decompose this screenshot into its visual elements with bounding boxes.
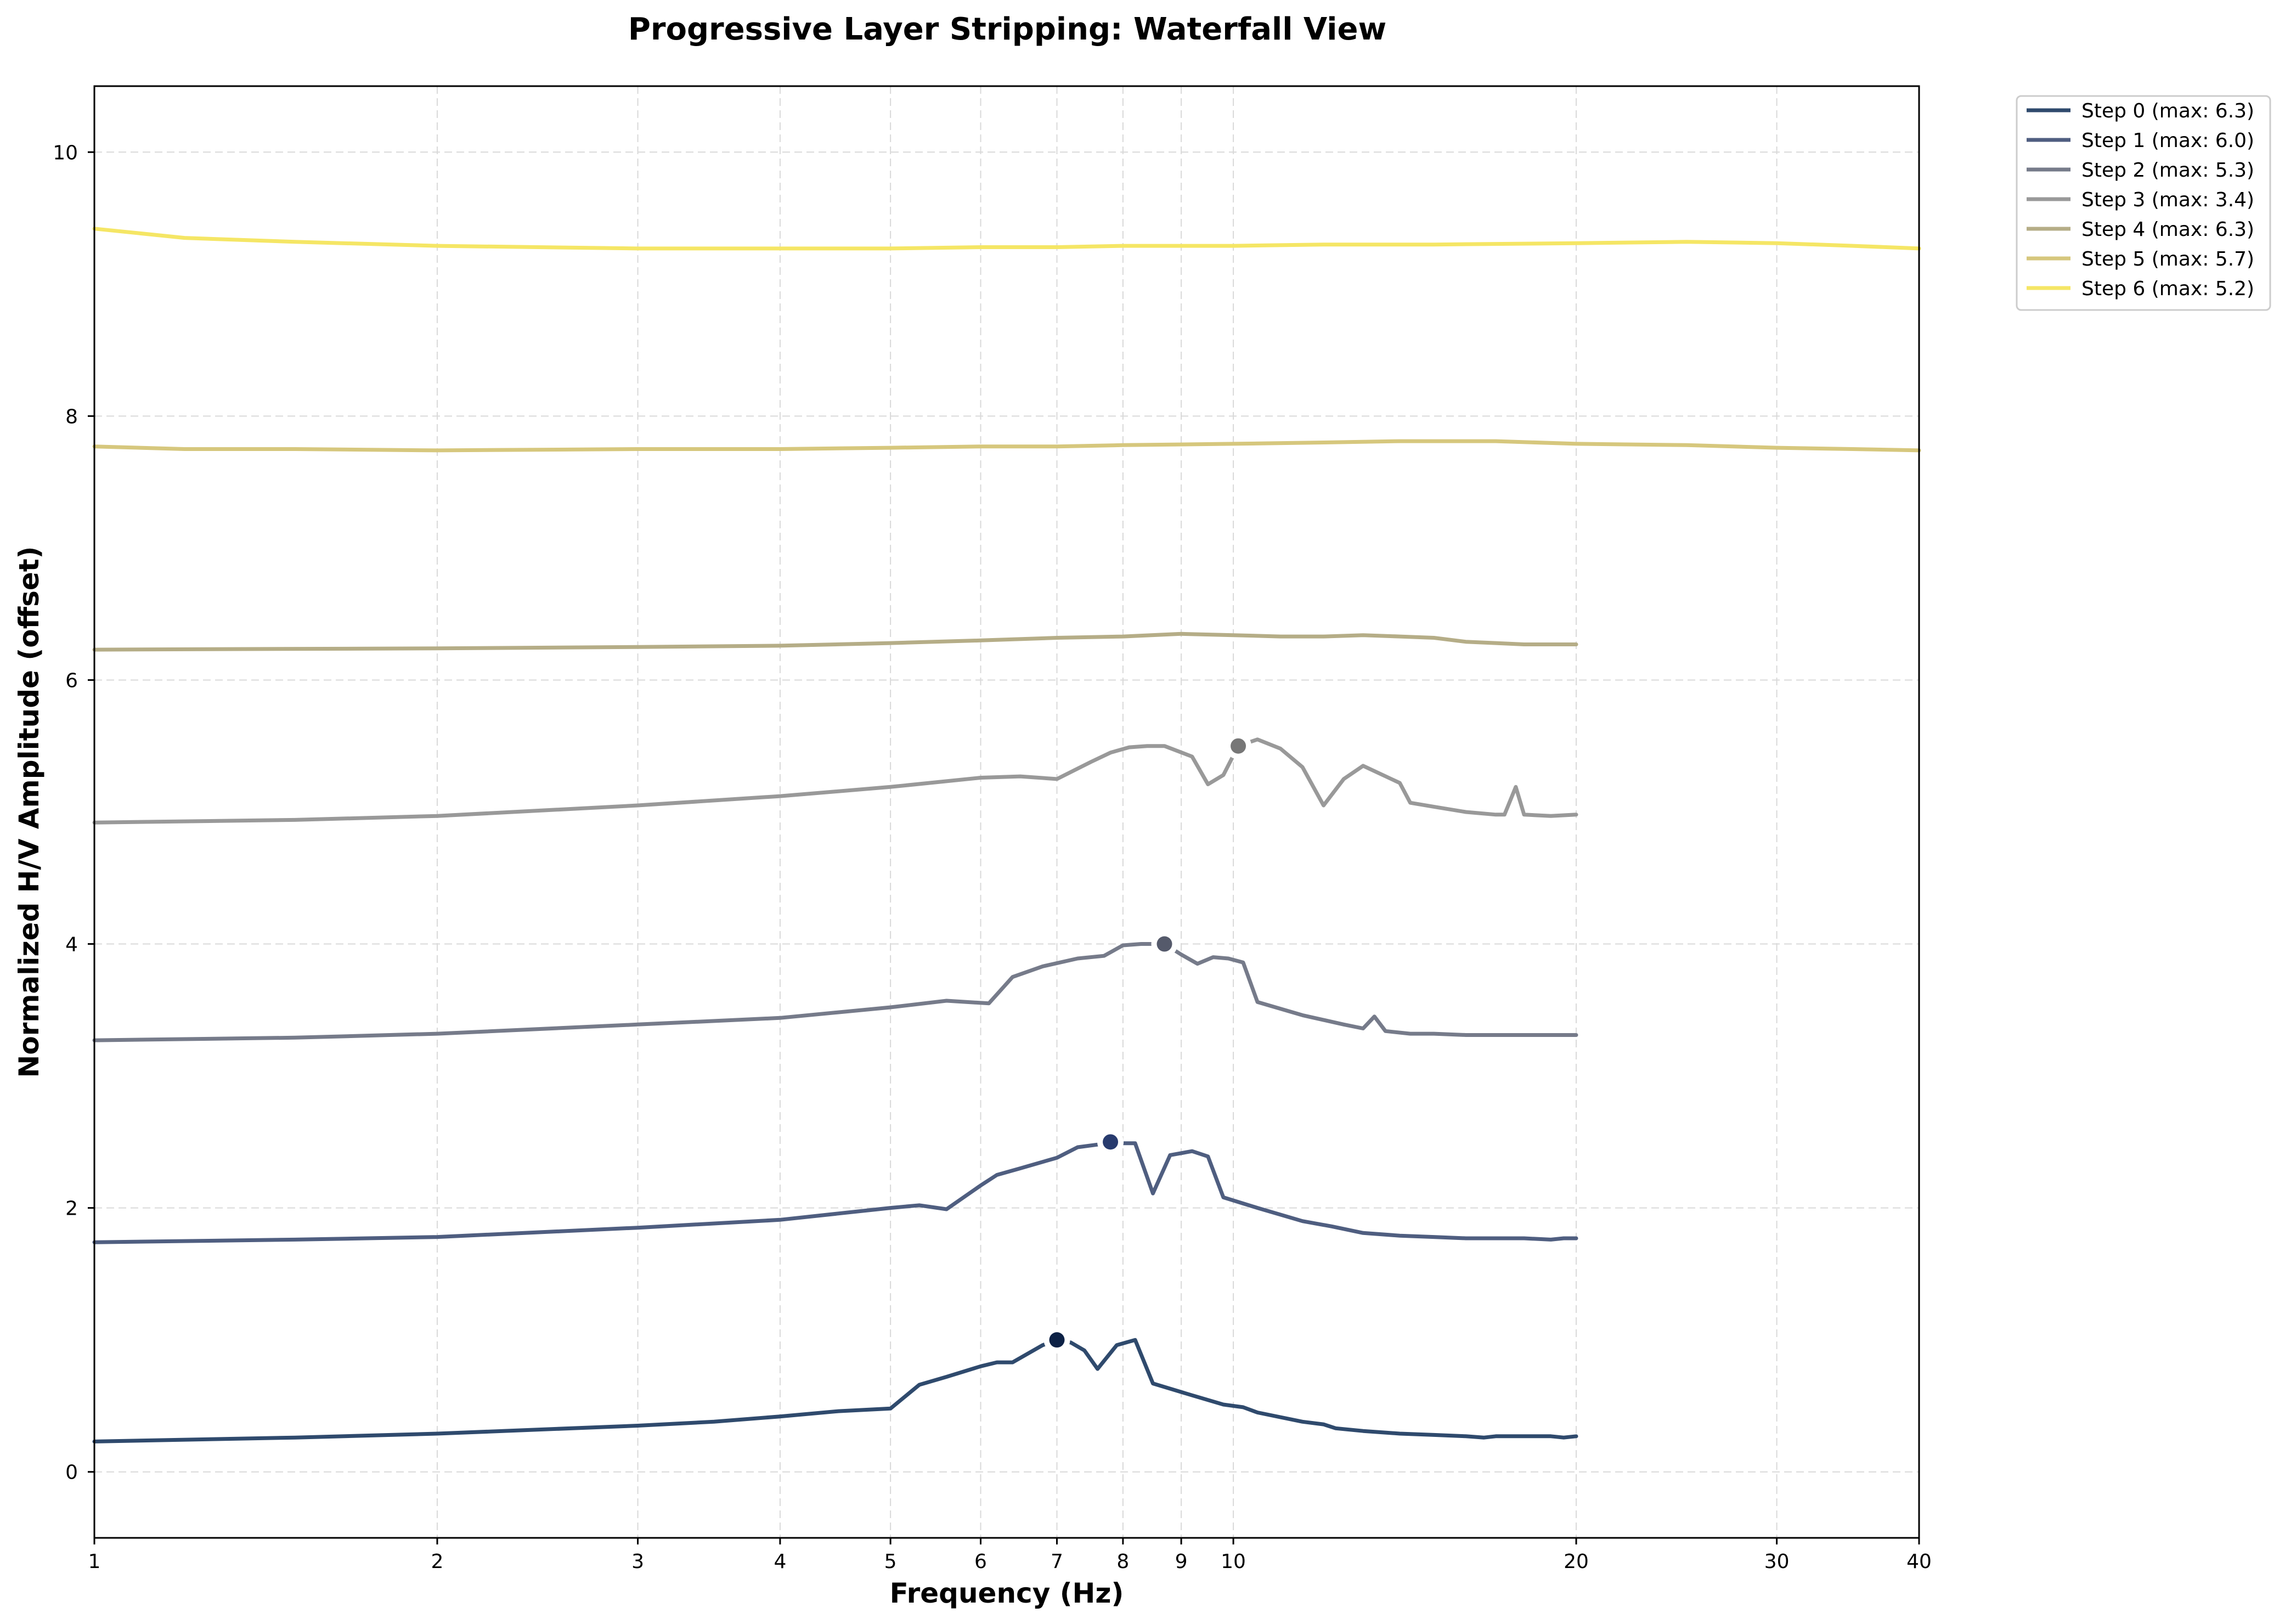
series-line-step-4 bbox=[92, 631, 1578, 652]
x-tick-label: 5 bbox=[884, 1550, 897, 1573]
series-line-step-5 bbox=[92, 439, 1921, 453]
peak-marker-step-3 bbox=[1231, 738, 1246, 754]
legend-label-step-4: Step 4 (max: 6.3) bbox=[2081, 218, 2254, 241]
peak-marker-step-2 bbox=[1156, 936, 1172, 952]
series-lines bbox=[92, 227, 1921, 1443]
legend-label-step-2: Step 2 (max: 5.3) bbox=[2081, 159, 2254, 182]
legend-label-step-0: Step 0 (max: 6.3) bbox=[2081, 100, 2254, 122]
x-tick-label: 10 bbox=[1221, 1550, 1246, 1573]
plot-frame bbox=[93, 85, 1920, 1539]
y-tick-label: 6 bbox=[65, 669, 78, 692]
series-line-step-6 bbox=[92, 227, 1921, 251]
chart-title: Progressive Layer Stripping: Waterfall V… bbox=[628, 12, 1386, 47]
y-tick-label: 2 bbox=[65, 1198, 78, 1220]
x-tick-label: 8 bbox=[1116, 1550, 1129, 1573]
y-axis-ticks: 0 2 4 6 8 10 bbox=[53, 142, 94, 1484]
peak-marker-step-0 bbox=[1049, 1332, 1065, 1348]
x-tick-label: 7 bbox=[1051, 1550, 1063, 1573]
peak-marker-step-1 bbox=[1103, 1134, 1119, 1150]
series-line-step-2 bbox=[92, 942, 1578, 1042]
x-tick-label: 40 bbox=[1906, 1550, 1932, 1573]
x-tick-label: 6 bbox=[974, 1550, 987, 1573]
x-tick-label: 20 bbox=[1564, 1550, 1589, 1573]
legend-label-step-5: Step 5 (max: 5.7) bbox=[2081, 248, 2254, 270]
x-tick-label: 2 bbox=[431, 1550, 444, 1573]
peak-markers bbox=[1043, 732, 1252, 1354]
y-tick-label: 8 bbox=[65, 405, 78, 428]
legend-label-step-3: Step 3 (max: 3.4) bbox=[2081, 189, 2254, 211]
x-tick-label: 4 bbox=[774, 1550, 786, 1573]
series-line-step-3 bbox=[92, 737, 1578, 825]
x-tick-label: 9 bbox=[1175, 1550, 1188, 1573]
x-tick-label: 3 bbox=[631, 1550, 644, 1573]
legend-label-step-1: Step 1 (max: 6.0) bbox=[2081, 129, 2254, 152]
y-axis-title: Normalized H/V Amplitude (offset) bbox=[13, 546, 45, 1078]
legend: Step 0 (max: 6.3) Step 1 (max: 6.0) Step 2… bbox=[2016, 95, 2271, 311]
legend-label-step-6: Step 6 (max: 5.2) bbox=[2081, 278, 2254, 300]
grid bbox=[94, 86, 1920, 1538]
x-tick-label: 30 bbox=[1764, 1550, 1790, 1573]
x-axis-ticks: 1 2 3 4 5 6 7 8 9 10 20 30 40 bbox=[88, 1538, 1932, 1573]
series-line-step-0 bbox=[92, 1338, 1578, 1443]
x-axis-title: Frequency (Hz) bbox=[890, 1577, 1124, 1609]
y-tick-label: 0 bbox=[65, 1462, 78, 1484]
y-tick-label: 10 bbox=[53, 142, 78, 164]
x-tick-label: 1 bbox=[88, 1550, 101, 1573]
y-tick-label: 4 bbox=[65, 934, 78, 956]
series-line-step-1 bbox=[92, 1140, 1578, 1244]
legend-box bbox=[2016, 95, 2271, 311]
